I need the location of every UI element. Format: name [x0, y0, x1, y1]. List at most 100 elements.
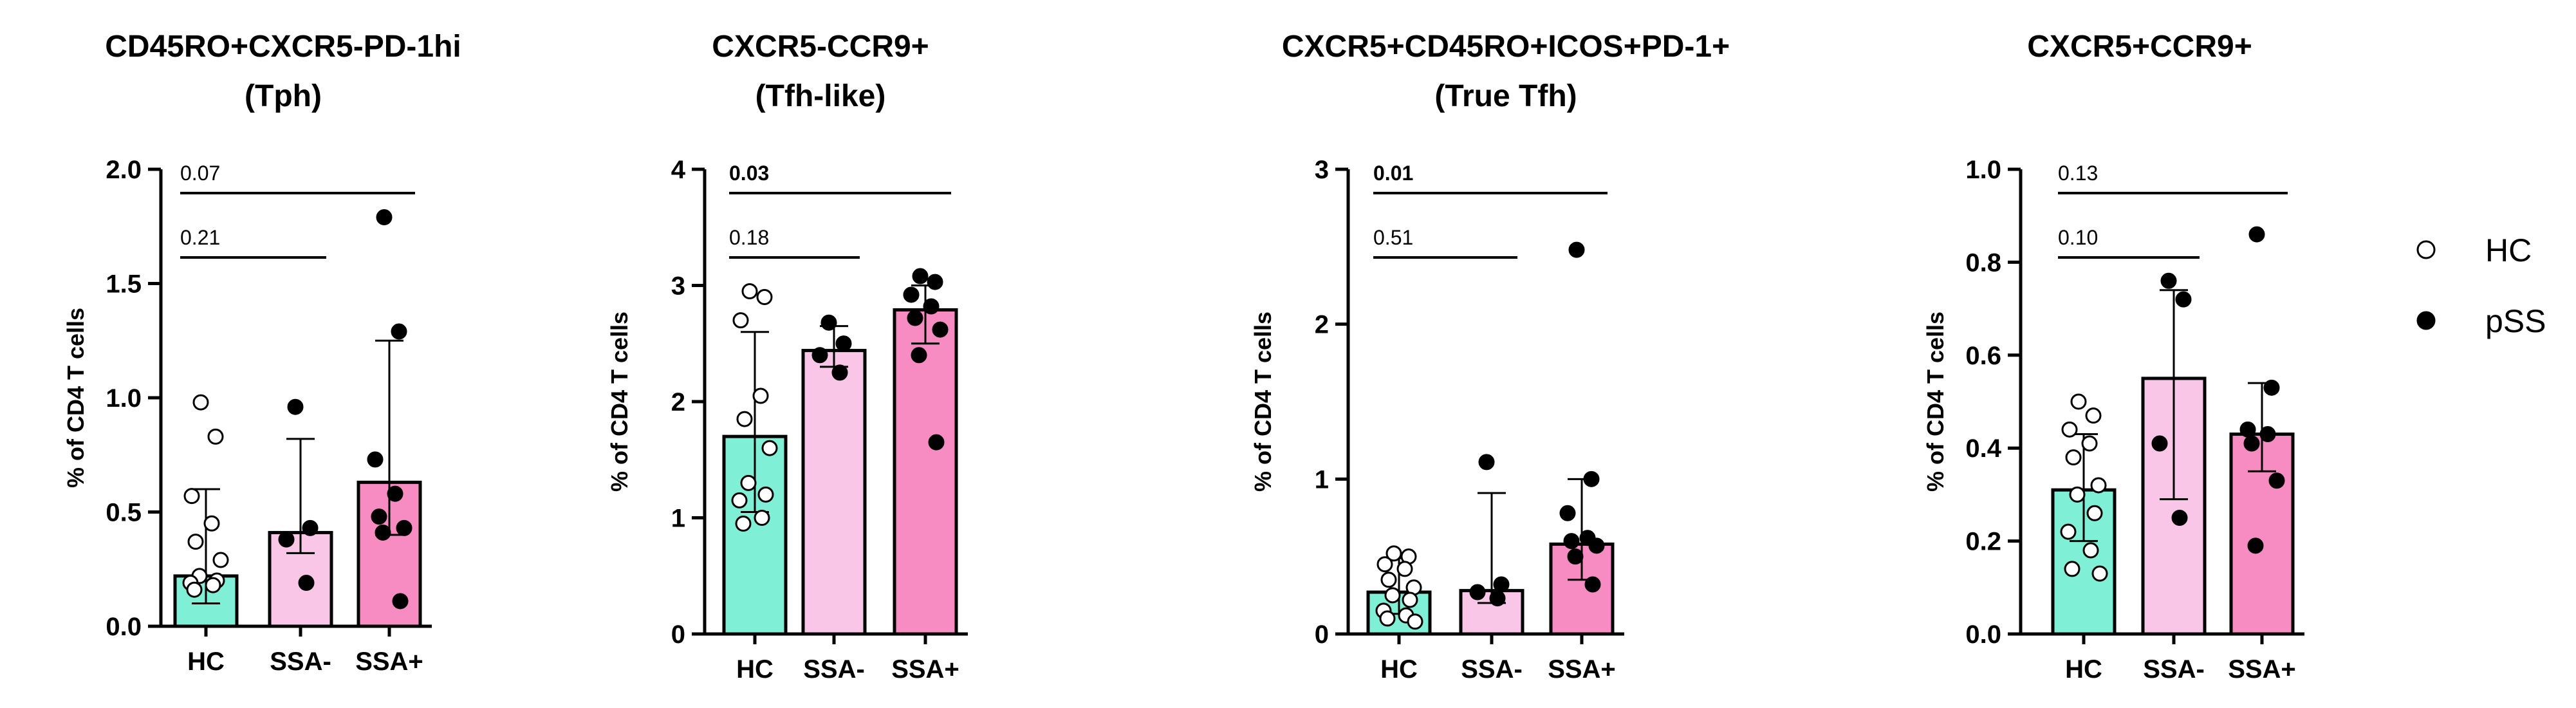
y-tick-label: 0.0 [106, 613, 142, 641]
y-tick-label: 0 [1315, 620, 1329, 649]
data-point-SSA- [1469, 584, 1486, 601]
data-point-SSA+ [391, 323, 407, 340]
y-tick-label: 1.5 [106, 270, 142, 299]
data-point-HC [735, 516, 752, 532]
x-tick-label: SSA+ [891, 655, 959, 684]
error-bar-SSA- [286, 438, 315, 554]
data-point-HC [1376, 556, 1393, 573]
y-tick-label: 1.0 [106, 384, 142, 413]
y-tick-label: 4 [671, 156, 686, 184]
data-point-SSA+ [371, 508, 387, 525]
legend-label: HC [2485, 232, 2532, 268]
data-point-SSA- [1493, 576, 1510, 593]
data-point-HC [207, 428, 224, 445]
data-point-HC [2060, 523, 2077, 540]
y-axis-label: % of CD4 T cells [1922, 312, 1949, 492]
y-tick-label: 0.5 [106, 499, 142, 527]
legend-marker-HC [2416, 240, 2436, 259]
chart-title-line: (Tfh-like) [755, 79, 886, 113]
p-value-label: 0.01 [1373, 162, 1413, 185]
data-point-HC [761, 440, 778, 456]
data-point-SSA- [1478, 454, 1495, 470]
data-point-HC [2081, 435, 2098, 452]
data-point-SSA- [835, 335, 852, 352]
data-point-HC [754, 510, 770, 526]
y-tick-label: 0.0 [1965, 620, 2001, 649]
p-value-label: 0.18 [729, 226, 769, 249]
chart-title-line: (True Tfh) [1434, 79, 1577, 113]
data-point-HC [186, 581, 203, 598]
legend-marker-pSS [2416, 311, 2436, 330]
data-point-HC [740, 474, 757, 491]
data-point-SSA+ [2239, 421, 2256, 438]
data-point-SSA- [2151, 435, 2168, 452]
panel-3: CXCR5+CD45RO+ICOS+PD-1+ (True Tfh) % of CD… [1250, 30, 1730, 684]
data-point-SSA+ [911, 347, 927, 364]
data-point-SSA- [820, 314, 837, 331]
data-point-HC [187, 534, 204, 550]
data-point-HC [1379, 610, 1396, 627]
x-tick-label: SSA- [1461, 655, 1523, 684]
data-point-SSA+ [1568, 241, 1585, 258]
data-point-SSA- [287, 398, 304, 415]
data-point-SSA- [811, 347, 828, 364]
panel-4: CXCR5+CCR9+ % of CD4 T cells 0.0 0.2 0.4 0.6 0… [1922, 30, 2304, 684]
data-point-SSA- [278, 531, 295, 548]
y-axis-label: % of CD4 T cells [62, 308, 89, 488]
panel-1: CD45RO+CXCR5-PD-1hi (Tph) % of CD4 T cells… [62, 30, 461, 676]
data-point-HC [203, 515, 220, 532]
data-point-SSA+ [927, 274, 943, 290]
y-tick-label: 3 [1315, 156, 1329, 184]
data-point-HC [2070, 393, 2087, 410]
data-point-SSA+ [932, 321, 949, 338]
data-point-SSA+ [1567, 548, 1584, 565]
x-tick-label: SSA- [803, 655, 865, 684]
y-tick-label: 0 [671, 620, 685, 649]
y-tick-label: 0.4 [1965, 434, 2001, 463]
data-point-HC [2082, 542, 2099, 559]
data-point-HC [732, 312, 749, 329]
data-point-HC [1384, 587, 1401, 604]
data-point-HC [2065, 449, 2082, 466]
data-point-HC [1402, 592, 1418, 608]
data-point-HC [2090, 477, 2107, 494]
data-point-SSA+ [1559, 505, 1576, 521]
data-point-SSA+ [2259, 426, 2276, 443]
y-tick-label: 1.0 [1965, 156, 2001, 184]
data-point-HC [2069, 486, 2086, 503]
data-point-HC [205, 577, 221, 593]
x-tick-label: HC [2065, 655, 2102, 684]
legend-label: pSS [2485, 303, 2546, 339]
data-point-SSA+ [923, 298, 940, 315]
chart-title-line: CXCR5-CCR9+ [712, 30, 929, 64]
x-tick-label: SSA- [270, 647, 331, 676]
data-point-SSA+ [2248, 226, 2265, 243]
data-point-HC [1396, 561, 1413, 577]
y-tick-label: 2 [1315, 311, 1329, 339]
x-tick-label: SSA- [2143, 655, 2205, 684]
x-tick-label: HC [736, 655, 774, 684]
x-tick-label: SSA+ [1548, 655, 1616, 684]
y-tick-label: 0.2 [1965, 528, 2001, 556]
error-bar-SSA- [2160, 289, 2188, 501]
data-point-SSA+ [2247, 537, 2264, 554]
data-point-HC [192, 394, 209, 411]
data-point-HC [212, 552, 229, 568]
chart-title-line: (Tph) [245, 79, 322, 113]
data-point-HC [1380, 572, 1397, 588]
p-value-label: 0.10 [2058, 226, 2098, 249]
data-point-HC [736, 411, 753, 427]
data-point-SSA+ [367, 451, 384, 468]
bar-SSA+ [893, 308, 958, 636]
data-point-SSA+ [396, 519, 412, 536]
panel-2: CXCR5-CCR9+ (Tfh-like) % of CD4 T cells 0 1 2… [606, 30, 968, 684]
data-point-HC [731, 492, 748, 508]
data-point-HC [752, 387, 769, 404]
y-tick-label: 1 [671, 505, 685, 533]
chart-title-line: CD45RO+CXCR5-PD-1hi [105, 30, 461, 64]
data-point-SSA+ [912, 268, 929, 284]
y-tick-label: 2.0 [106, 156, 142, 184]
y-tick-label: 0.6 [1965, 342, 2001, 370]
data-point-HC [2061, 421, 2078, 438]
x-tick-label: HC [1380, 655, 1418, 684]
